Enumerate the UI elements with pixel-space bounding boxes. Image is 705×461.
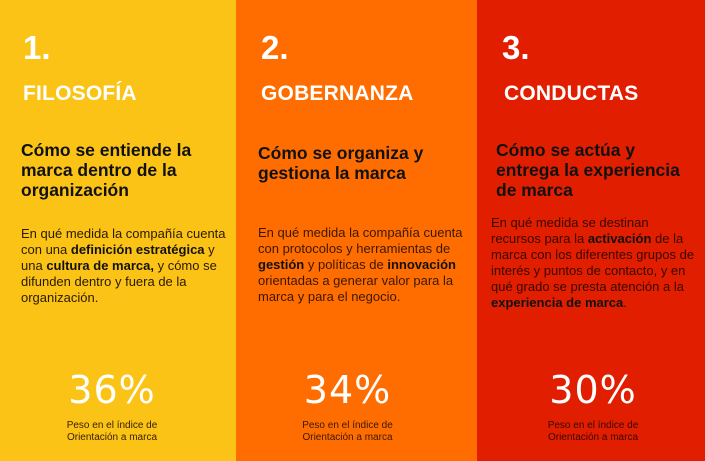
column-description: En qué medida se destinan recursos para … [491,215,696,311]
weight-caption: Peso en el índice de Orientación a marca [481,420,705,444]
column-title: FILOSOFÍA [23,82,137,105]
caption-line: Orientación a marca [66,432,158,443]
desc-bold: innovación [387,257,456,272]
caption-line: Orientación a marca [547,432,639,443]
column-number: 3. [502,29,530,66]
desc-text: y cómo se difunden dentro y fuera de la … [21,258,217,305]
column-gobernanza: 2. GOBERNANZA Cómo se organiza y gestion… [236,0,477,461]
caption-line: Peso en el índice de [302,420,393,431]
caption-line: Peso en el índice de [66,420,158,431]
column-conductas: 3. CONDUCTAS Cómo se actúa y entrega la … [477,0,705,461]
column-filosofia: 1. FILOSOFÍA Cómo se entiende la marca d… [0,0,236,461]
weight-caption: Peso en el índice de Orientación a marca [218,420,477,444]
column-number: 1. [23,29,51,66]
weight-percentage: 36% [68,368,156,412]
desc-text: y políticas de [304,257,388,272]
desc-text: de la marca con los diferentes grupos de… [491,231,695,294]
weight-percentage: 30% [549,368,637,412]
desc-bold: activación [587,231,652,246]
column-number: 2. [261,29,289,66]
desc-text: orientadas a generar valor para la marca… [258,273,454,304]
caption-line: Orientación a marca [302,432,393,443]
column-description: En qué medida la compañía cuenta con pro… [258,225,463,305]
weight-percentage: 34% [303,368,392,412]
desc-text: En qué medida la compañía cuenta con pro… [258,225,463,256]
desc-bold: gestión [258,257,305,272]
desc-bold: definición estratégica [70,242,205,257]
desc-bold: experiencia de marca [491,295,624,310]
desc-text: y una [21,242,215,273]
column-subtitle: Cómo se actúa y entrega la experiencia d… [496,140,680,200]
column-subtitle: Cómo se organiza y gestiona la marca [258,143,424,183]
column-title: GOBERNANZA [261,82,414,105]
desc-text: . [623,295,627,310]
weight-caption: Peso en el índice de Orientación a marca [0,420,236,444]
desc-text: En qué medida la compañía cuenta con una [21,226,226,257]
column-title: CONDUCTAS [504,82,639,105]
column-subtitle: Cómo se entiende la marca dentro de la o… [21,140,192,200]
caption-line: Peso en el índice de [547,420,639,431]
column-description: En qué medida la compañía cuenta con una… [21,226,226,306]
desc-text: En qué medida se destinan recursos para … [491,215,649,246]
desc-bold: cultura de marca, [46,258,154,273]
